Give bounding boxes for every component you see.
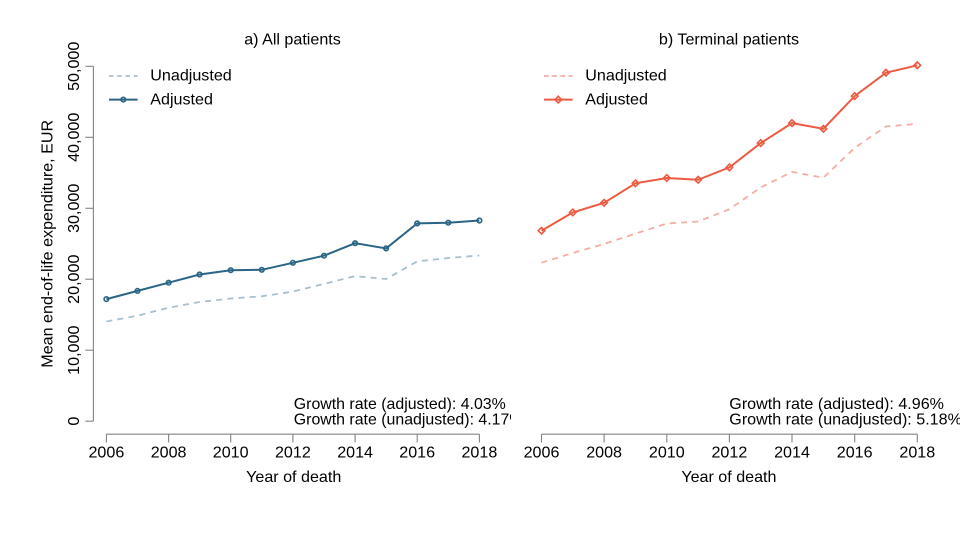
svg-text:Growth rate (adjusted): 4.03%: Growth rate (adjusted): 4.03%	[294, 396, 506, 413]
svg-text:b) Terminal patients: b) Terminal patients	[659, 30, 799, 48]
svg-text:2006: 2006	[88, 443, 124, 461]
svg-text:0: 0	[65, 417, 83, 426]
svg-text:Adjusted: Adjusted	[150, 90, 213, 108]
svg-text:2018: 2018	[461, 443, 497, 461]
svg-text:2016: 2016	[837, 443, 873, 461]
svg-text:40,000: 40,000	[65, 113, 83, 162]
svg-text:2016: 2016	[399, 443, 435, 461]
svg-text:Adjusted: Adjusted	[585, 90, 648, 108]
svg-text:Growth rate (unadjusted): 5.18: Growth rate (unadjusted): 5.18%	[729, 411, 960, 429]
svg-text:2008: 2008	[586, 443, 622, 461]
svg-text:Growth rate (adjusted): 4.96%: Growth rate (adjusted): 4.96%	[729, 395, 944, 413]
svg-text:2014: 2014	[337, 443, 373, 461]
svg-text:2012: 2012	[711, 443, 747, 461]
svg-text:Year of death: Year of death	[681, 468, 776, 486]
svg-text:2008: 2008	[151, 443, 187, 461]
svg-text:a) All patients: a) All patients	[244, 30, 341, 48]
svg-text:2014: 2014	[774, 443, 810, 461]
svg-text:2010: 2010	[213, 443, 249, 461]
svg-text:2012: 2012	[275, 443, 311, 461]
svg-text:30,000: 30,000	[65, 184, 83, 233]
svg-text:Unadjusted: Unadjusted	[585, 67, 666, 85]
svg-text:Unadjusted: Unadjusted	[150, 67, 231, 85]
svg-text:Mean end-of-life expenditure,: Mean end-of-life expenditure, EUR	[39, 120, 57, 368]
svg-text:2006: 2006	[524, 443, 560, 461]
svg-text:2018: 2018	[899, 443, 935, 461]
svg-text:2010: 2010	[649, 443, 685, 461]
svg-text:Year of death: Year of death	[246, 468, 341, 486]
svg-text:10,000: 10,000	[65, 326, 83, 375]
svg-text:50,000: 50,000	[65, 42, 83, 91]
svg-text:Growth rate (unadjusted): 4.17: Growth rate (unadjusted): 4.17%	[294, 412, 524, 429]
svg-text:20,000: 20,000	[65, 255, 83, 304]
